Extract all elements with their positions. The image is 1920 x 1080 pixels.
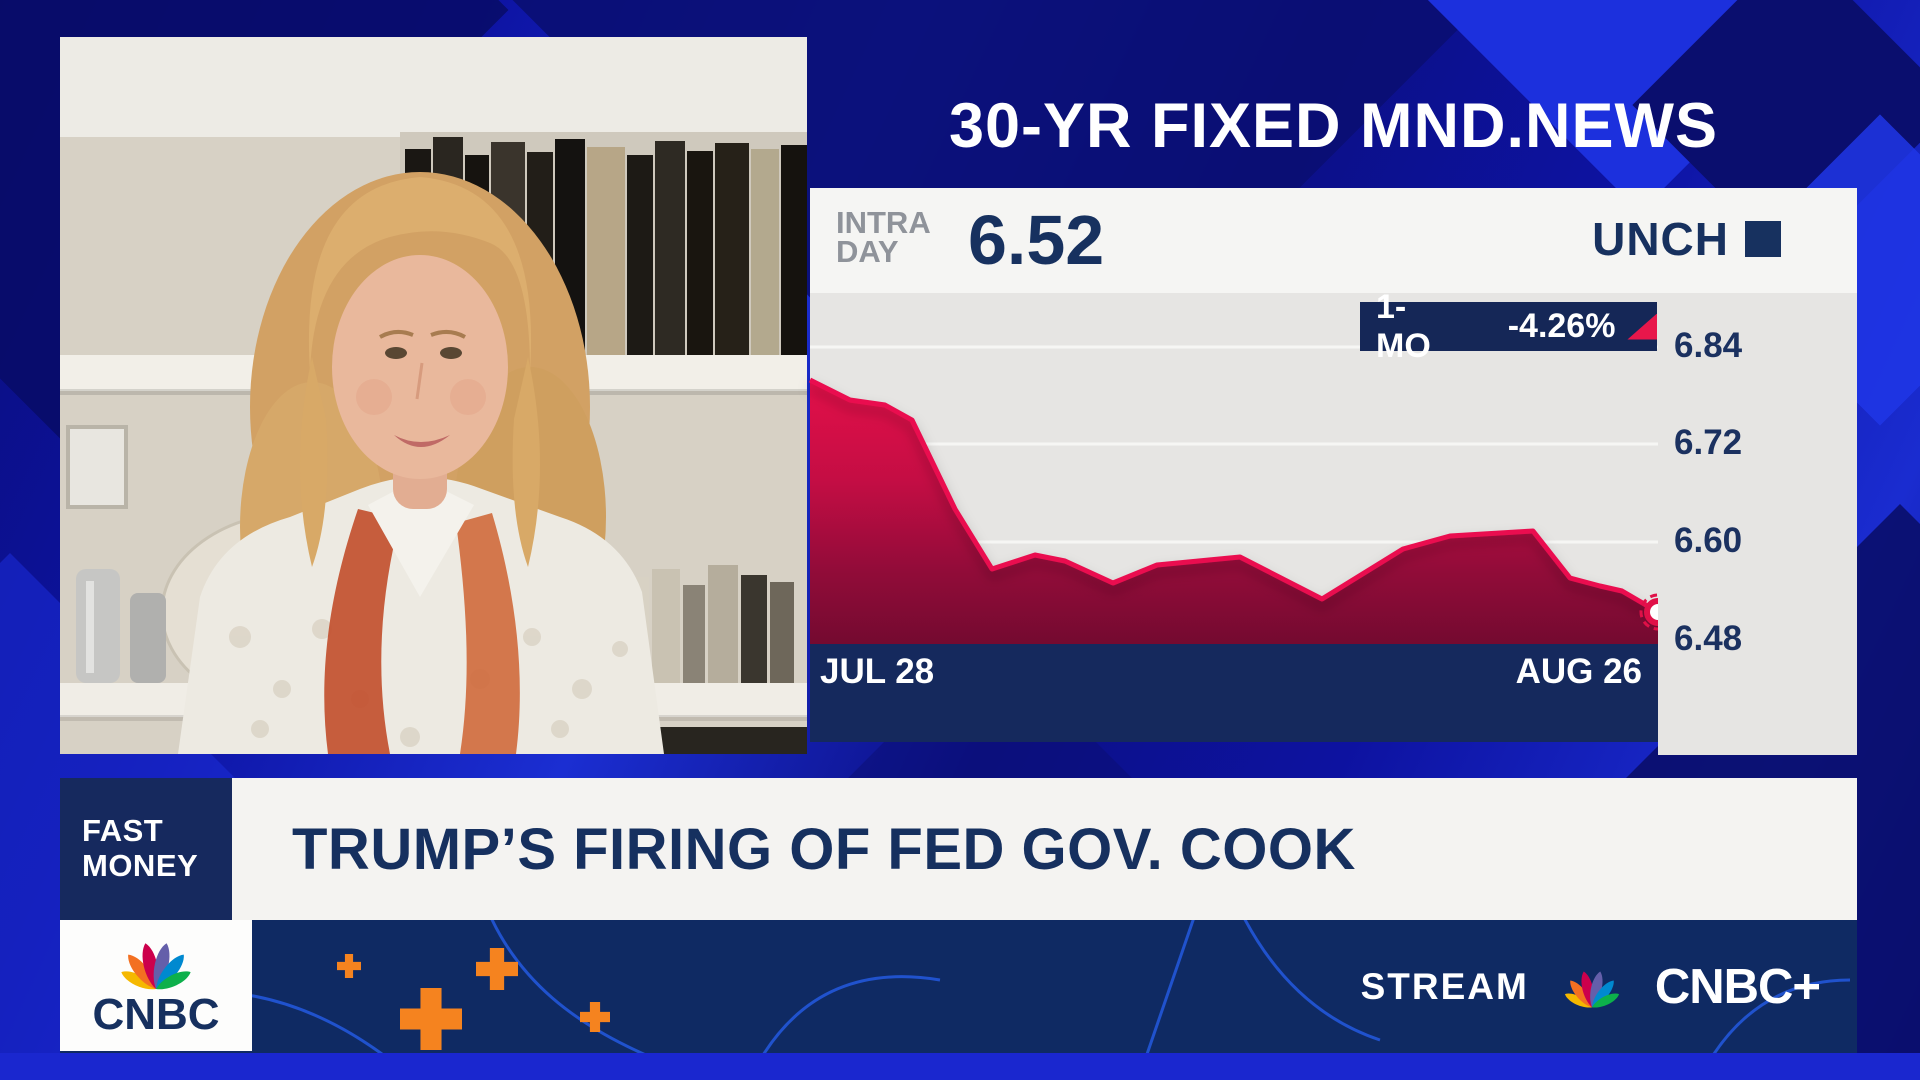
stream-label: STREAM <box>1360 965 1529 1007</box>
guest-person <box>178 172 664 754</box>
stream-promo: STREAM CNBC+ <box>1360 920 1821 1053</box>
intraday-label: INTRA DAY <box>836 205 931 270</box>
show-name-line2: MONEY <box>82 848 199 883</box>
x-axis-band: JUL 28 AUG 26 <box>810 644 1658 742</box>
quote-header: INTRA DAY 6.52 UNCH <box>810 188 1857 293</box>
guest-video-scene <box>60 37 807 754</box>
y-tick: 6.48 <box>1674 619 1743 658</box>
y-tick: 6.84 <box>1674 326 1743 365</box>
rate-line <box>808 377 1660 615</box>
peacock-icon <box>118 941 194 991</box>
intraday-label-line1: INTRA <box>836 205 931 240</box>
trophies <box>76 569 166 683</box>
rate-area-chart <box>808 345 1677 644</box>
scarf-left <box>324 509 400 754</box>
change-label: UNCH <box>1592 213 1729 265</box>
footer-strip: CNBC STREAM CNBC+ <box>60 920 1857 1053</box>
network-wordmark: CNBC <box>92 989 220 1039</box>
last-price: 6.52 <box>968 201 1105 279</box>
picture-frame <box>66 425 128 509</box>
x-axis-end-label: AUG 26 <box>1515 652 1642 691</box>
rate-area-fill <box>810 380 1658 644</box>
unch-indicator-square <box>1745 221 1781 257</box>
network-logo-box: CNBC <box>60 920 252 1051</box>
x-axis-start-label: JUL 28 <box>820 652 935 691</box>
headline-banner: TRUMP’S FIRING OF FED GOV. COOK <box>232 778 1857 920</box>
change-indicator: UNCH <box>1592 212 1781 266</box>
headline-text: TRUMP’S FIRING OF FED GOV. COOK <box>292 816 1356 882</box>
y-tick: 6.72 <box>1674 423 1743 462</box>
quote-title: 30-YR FIXED MND.NEWS <box>948 91 1719 161</box>
scarf-right <box>456 513 520 754</box>
y-axis-labels: 6.84 6.72 6.60 6.48 <box>1658 293 1857 755</box>
bottom-blue-strip <box>0 1053 1920 1080</box>
show-name-line1: FAST <box>82 813 164 849</box>
intraday-label-line2: DAY <box>836 234 899 270</box>
show-bug: FAST MONEY <box>60 778 232 920</box>
peacock-icon <box>1562 969 1621 1010</box>
cnbc-plus-wordmark: CNBC+ <box>1654 959 1821 1014</box>
y-tick: 6.60 <box>1674 521 1743 560</box>
guest-video-feed <box>60 37 807 754</box>
